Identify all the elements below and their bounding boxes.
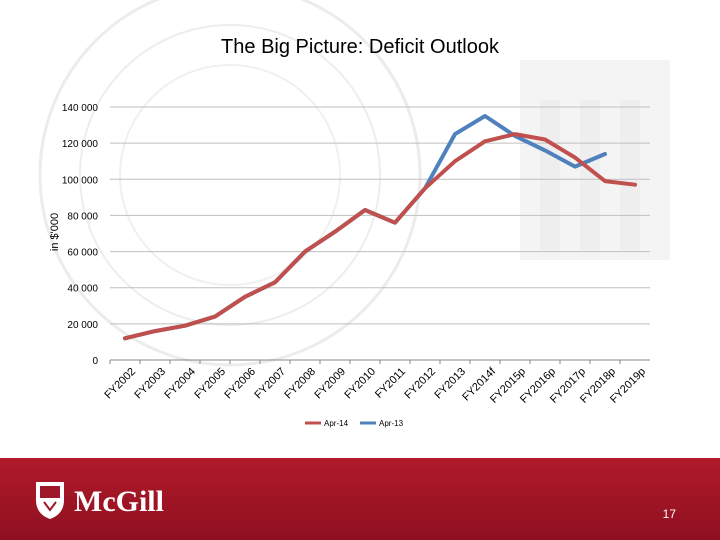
series-line-apr-14 xyxy=(123,132,637,341)
x-tick-label: FY2010 xyxy=(342,366,378,402)
x-tick-label: FY2004 xyxy=(162,366,198,402)
series-line-apr-13 xyxy=(123,114,607,341)
x-tick-label: FY2011 xyxy=(373,366,408,401)
y-tick-labels: 0 20 000 40 000 60 000 80 000 100 000 120 000 1… xyxy=(62,103,99,367)
slide-title: The Big Picture: Deficit Outlook xyxy=(221,36,499,58)
y-axis-label: in $'000 xyxy=(49,213,61,251)
mcgill-logo: McGill xyxy=(36,482,164,519)
x-tick-labels: FY2002FY2003FY2004FY2005FY2006FY2007FY20… xyxy=(102,365,648,406)
y-tick-label: 20 000 xyxy=(67,320,98,331)
x-tick-label: FY2005 xyxy=(192,366,228,402)
x-tick-label: FY2007 xyxy=(252,366,288,402)
page-number: 17 xyxy=(662,507,676,521)
logo-wordmark: McGill xyxy=(74,485,164,518)
legend: Apr-14 Apr-13 xyxy=(305,419,404,428)
y-tick-label: 60 000 xyxy=(67,248,98,259)
x-tick-label: FY2009 xyxy=(312,366,348,402)
y-tick-label: 120 000 xyxy=(62,139,99,150)
deficit-line-chart: 0 20 000 40 000 60 000 80 000 100 000 120 000 1… xyxy=(49,103,650,428)
footer-bar xyxy=(0,458,720,540)
grid-lines xyxy=(109,106,650,364)
x-tick-label: FY2002 xyxy=(102,366,138,402)
series-lines xyxy=(123,114,637,341)
x-tick-label: FY2006 xyxy=(222,366,258,402)
x-tick-label: FY2012 xyxy=(402,366,438,402)
x-tick-label: FY2003 xyxy=(132,366,168,402)
x-tick-label: FY2008 xyxy=(282,366,318,402)
legend-label: Apr-13 xyxy=(379,419,404,428)
legend-label: Apr-14 xyxy=(324,419,349,428)
y-tick-label: 40 000 xyxy=(67,284,98,295)
y-tick-label: 80 000 xyxy=(67,211,98,222)
y-tick-label: 0 xyxy=(92,356,98,367)
y-tick-label: 100 000 xyxy=(62,175,99,186)
y-tick-label: 140 000 xyxy=(62,103,99,114)
